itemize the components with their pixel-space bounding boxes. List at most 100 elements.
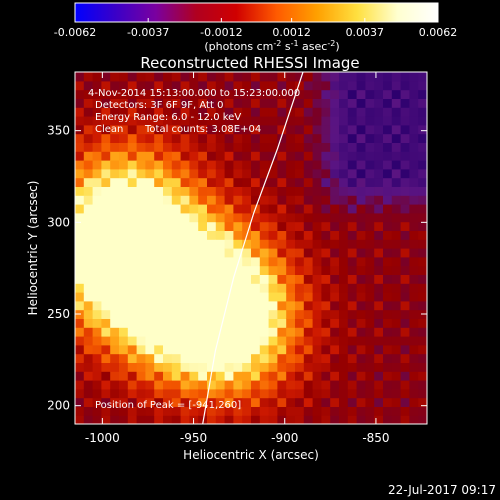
heatmap-cell [119,362,129,372]
heatmap-cell [277,72,287,82]
heatmap-cell [383,98,393,108]
heatmap-cell [101,142,111,152]
heatmap-cell [224,406,234,416]
heatmap-cell [286,397,296,407]
heatmap-cell [418,80,427,91]
heatmap-cell [418,256,427,267]
heatmap-cell [365,230,375,240]
heatmap-cell [242,72,252,82]
heatmap-cell [391,397,402,407]
heatmap-cell [119,344,129,355]
heatmap-cell [242,283,252,293]
heatmap-cell [321,336,331,346]
heatmap-cell [101,204,111,214]
heatmap-cell [400,336,410,346]
heatmap-cell [180,362,190,372]
heatmap-cell [374,336,384,346]
heatmap-cell [233,195,243,205]
heatmap-cell [400,397,410,407]
heatmap-cell [242,248,252,258]
heatmap-cell [233,80,243,91]
heatmap-cell [233,151,243,161]
heatmap-cell [154,239,164,249]
heatmap-cell [259,353,270,363]
heatmap-cell [145,195,155,205]
heatmap-cell [215,72,226,82]
heatmap-cell [92,72,102,82]
heatmap-cell [119,371,129,381]
heatmap-cell [330,72,340,82]
heatmap-cell [303,195,314,205]
heatmap-cell [347,80,358,91]
heatmap-cell [365,221,375,231]
heatmap-cell [119,283,129,293]
heatmap-cell [163,230,173,240]
heatmap-cell [347,406,358,416]
heatmap-cell [180,344,190,355]
heatmap-cell [198,98,208,108]
heatmap-cell [321,283,331,293]
heatmap-cell [180,89,190,99]
heatmap-cell [330,133,340,143]
heatmap-cell [207,336,217,346]
heatmap-cell [277,177,287,187]
heatmap-cell [277,98,287,108]
heatmap-cell [365,327,375,337]
heatmap-cell [224,300,234,311]
heatmap-cell [330,300,340,311]
heatmap-cell [312,336,322,346]
heatmap-cell [339,177,349,187]
heatmap-cell [268,80,278,91]
heatmap-cell [92,371,102,381]
heatmap-cell [356,336,366,346]
heatmap-cell [383,327,393,337]
heatmap-cell [400,221,410,231]
heatmap-cell [347,177,358,187]
heatmap-cell [356,327,366,337]
heatmap-cell [383,142,393,152]
heatmap-cell [418,380,427,390]
heatmap-cell [400,151,410,161]
heatmap-cell [321,80,331,91]
heatmap-cell [277,248,287,258]
heatmap-cell [400,292,410,302]
heatmap-cell [83,239,94,249]
heatmap-cell [145,380,155,390]
heatmap-cell [374,353,384,363]
heatmap-cell [251,309,261,319]
heatmap-cell [110,362,120,372]
heatmap-cell [400,168,410,179]
heatmap-cell [347,300,358,311]
heatmap-cell [92,124,102,135]
heatmap-cell [215,371,226,381]
heatmap-cell [356,177,366,187]
heatmap-cell [356,124,366,135]
heatmap-cell [92,292,102,302]
heatmap-cell [75,256,85,267]
heatmap-cell [101,107,111,117]
heatmap-cell [286,204,296,214]
heatmap-cell [233,327,243,337]
heatmap-cell [119,239,129,249]
heatmap-cell [198,362,208,372]
heatmap-cell [330,160,340,170]
heatmap-cell [277,168,287,179]
heatmap-cell [339,98,349,108]
heatmap-cell [374,371,384,381]
heatmap-cell [198,300,208,311]
heatmap-cell [83,292,94,302]
heatmap-cell [215,265,226,275]
heatmap-cell [251,186,261,196]
x-tick-label: -1000 [85,431,120,445]
heatmap-cell [101,265,111,275]
heatmap-cell [383,204,393,214]
heatmap-cell [356,230,366,240]
heatmap-cell [347,397,358,407]
heatmap-cell [312,230,322,240]
heatmap-cell [251,142,261,152]
heatmap-cell [145,274,155,284]
heatmap-cell [110,248,120,258]
heatmap-cell [92,388,102,399]
heatmap-cell [242,318,252,328]
heatmap-cell [409,344,419,355]
